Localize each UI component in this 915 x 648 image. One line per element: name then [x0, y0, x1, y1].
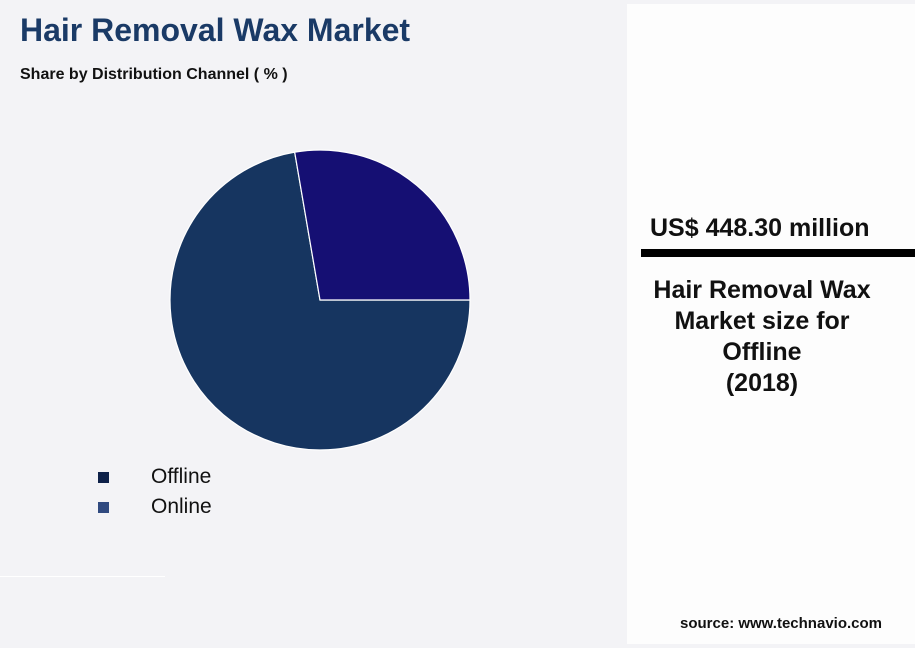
legend-item-online: Online [98, 492, 212, 522]
market-value: US$ 448.30 million [650, 214, 870, 242]
legend-label: Offline [151, 465, 212, 488]
value-underline [641, 249, 915, 257]
legend-swatch [98, 501, 109, 513]
pie-chart [169, 149, 471, 451]
pie-slice-online [293, 149, 471, 301]
divider [0, 576, 165, 577]
source-note: source: www.technavio.com [680, 615, 882, 632]
legend-swatch [98, 471, 109, 483]
chart-subtitle: Share by Distribution Channel ( % ) [20, 66, 288, 83]
legend-item-offline: Offline [98, 462, 212, 492]
legend-label: Online [151, 495, 212, 518]
highlight-panel [627, 4, 915, 644]
pie-slice-offline [169, 151, 471, 451]
legend: Offline Online [98, 462, 212, 522]
market-description: Hair Removal Wax Market size for Offline… [653, 276, 871, 397]
chart-title: Hair Removal Wax Market [20, 12, 411, 48]
